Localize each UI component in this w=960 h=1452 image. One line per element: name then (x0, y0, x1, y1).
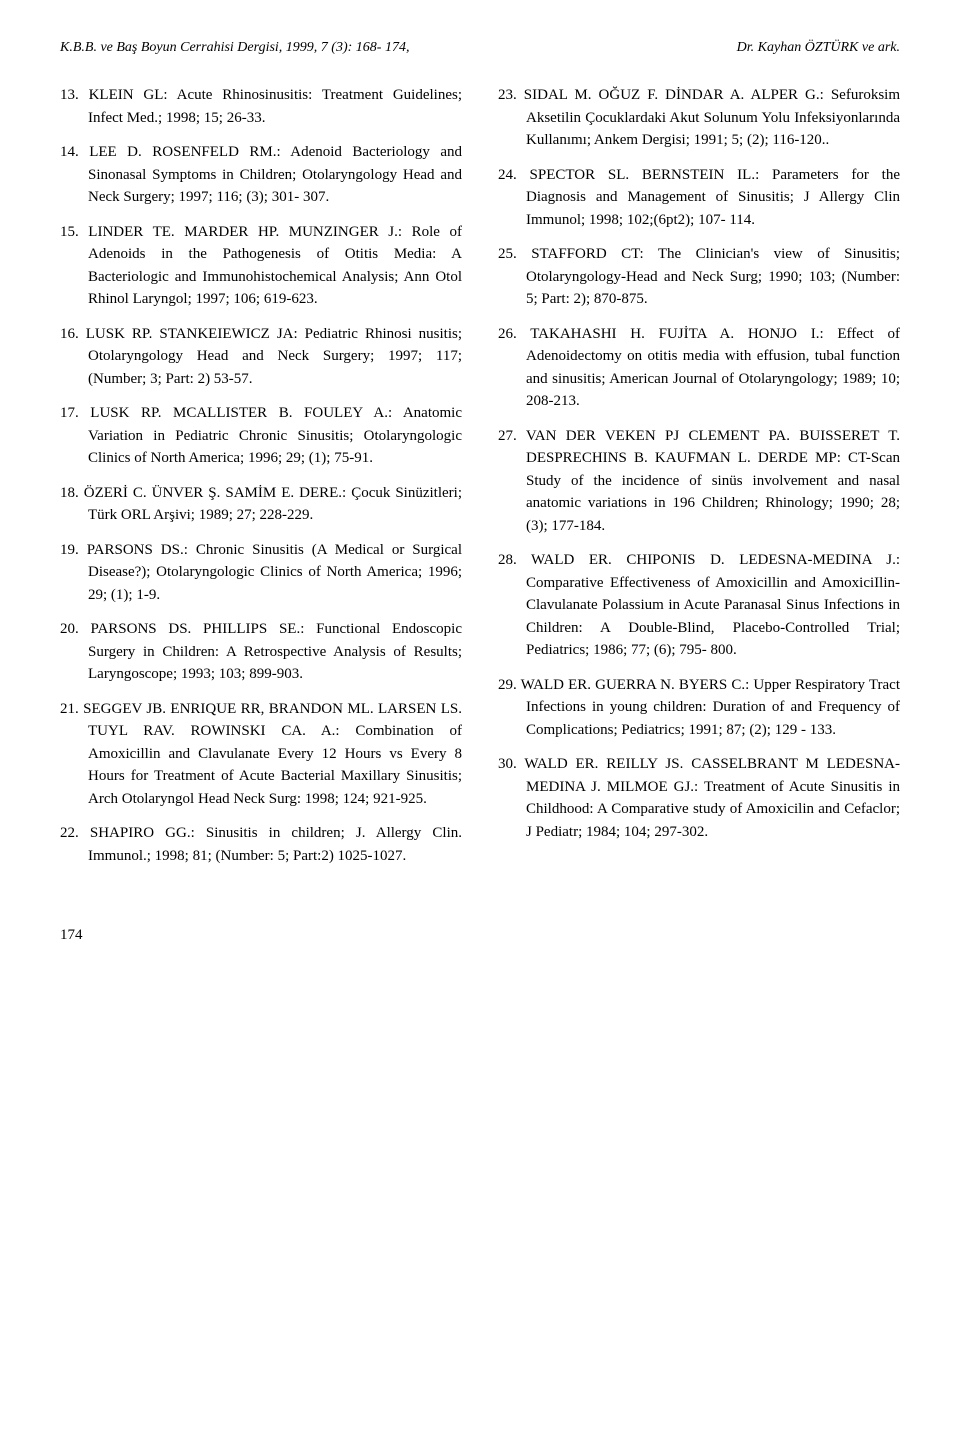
reference-item: 21. SEGGEV JB. ENRIQUE RR, BRANDON ML. L… (60, 698, 462, 811)
reference-item: 15. LINDER TE. MARDER HP. MUNZINGER J.: … (60, 221, 462, 311)
left-column: 13. KLEIN GL: Acute Rhinosinusitis: Trea… (60, 84, 462, 879)
reference-item: 16. LUSK RP. STANKEIEWICZ JA: Pediatric … (60, 323, 462, 391)
reference-item: 25. STAFFORD CT: The Clinician's view of… (498, 243, 900, 311)
right-column: 23. SIDAL M. OĞUZ F. DİNDAR A. ALPER G.:… (498, 84, 900, 879)
reference-item: 22. SHAPIRO GG.: Sinusitis in children; … (60, 822, 462, 867)
reference-item: 17. LUSK RP. MCALLISTER B. FOULEY A.: An… (60, 402, 462, 470)
reference-columns: 13. KLEIN GL: Acute Rhinosinusitis: Trea… (60, 84, 900, 879)
reference-item: 19. PARSONS DS.: Chronic Sinusitis (A Me… (60, 539, 462, 607)
reference-item: 30. WALD ER. REILLY JS. CASSELBRANT M LE… (498, 753, 900, 843)
reference-item: 26. TAKAHASHI H. FUJİTA A. HONJO I.: Eff… (498, 323, 900, 413)
reference-item: 28. WALD ER. CHIPONIS D. LEDESNA-MEDINA … (498, 549, 900, 662)
reference-item: 29. WALD ER. GUERRA N. BYERS C.: Upper R… (498, 674, 900, 742)
page-header: K.B.B. ve Baş Boyun Cerrahisi Dergisi, 1… (60, 40, 900, 56)
reference-item: 23. SIDAL M. OĞUZ F. DİNDAR A. ALPER G.:… (498, 84, 900, 152)
reference-item: 27. VAN DER VEKEN PJ CLEMENT PA. BUISSER… (498, 425, 900, 538)
journal-citation: K.B.B. ve Baş Boyun Cerrahisi Dergisi, 1… (60, 40, 409, 56)
author-name: Dr. Kayhan ÖZTÜRK ve ark. (737, 40, 900, 56)
reference-item: 20. PARSONS DS. PHILLIPS SE.: Functional… (60, 618, 462, 686)
page-number: 174 (60, 927, 900, 944)
reference-item: 13. KLEIN GL: Acute Rhinosinusitis: Trea… (60, 84, 462, 129)
reference-item: 18. ÖZERİ C. ÜNVER Ş. SAMİM E. DERE.: Ço… (60, 482, 462, 527)
reference-item: 14. LEE D. ROSENFELD RM.: Adenoid Bacter… (60, 141, 462, 209)
reference-item: 24. SPECTOR SL. BERNSTEIN IL.: Parameter… (498, 164, 900, 232)
